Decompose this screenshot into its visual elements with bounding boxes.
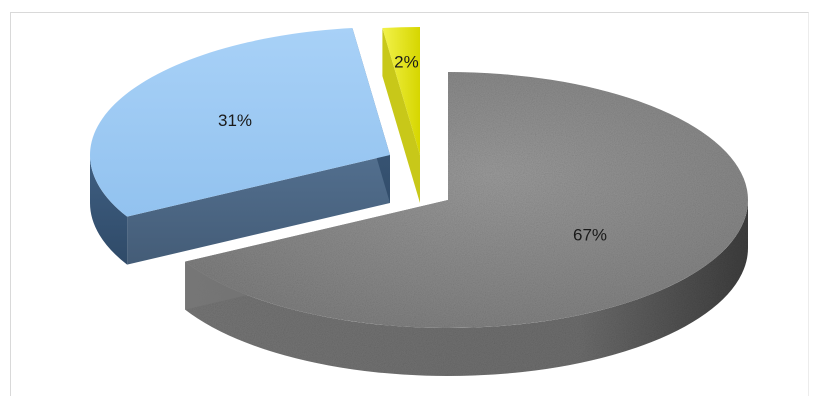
pie-slice-side-1 bbox=[90, 155, 128, 265]
pie-labels: 67% 31% 2% bbox=[218, 52, 607, 244]
pie-slice-wall-1 bbox=[127, 155, 390, 265]
pie-slice-1 bbox=[89, 28, 390, 265]
pie-slice-top-2 bbox=[382, 27, 420, 155]
pie-slice-wall-2 bbox=[382, 28, 420, 203]
pie-data-label-1: 31% bbox=[218, 111, 252, 130]
pie-slice-2 bbox=[382, 27, 420, 203]
pie-slice-top-1 bbox=[89, 28, 390, 217]
pie-slice-top-0 bbox=[185, 72, 749, 328]
pie-slice-side-0 bbox=[185, 200, 748, 376]
pie-data-label-0: 67% bbox=[573, 225, 607, 244]
pie-slices bbox=[89, 27, 749, 376]
pie-data-label-2: 2% bbox=[394, 52, 419, 71]
pie-slice-0 bbox=[185, 72, 749, 376]
